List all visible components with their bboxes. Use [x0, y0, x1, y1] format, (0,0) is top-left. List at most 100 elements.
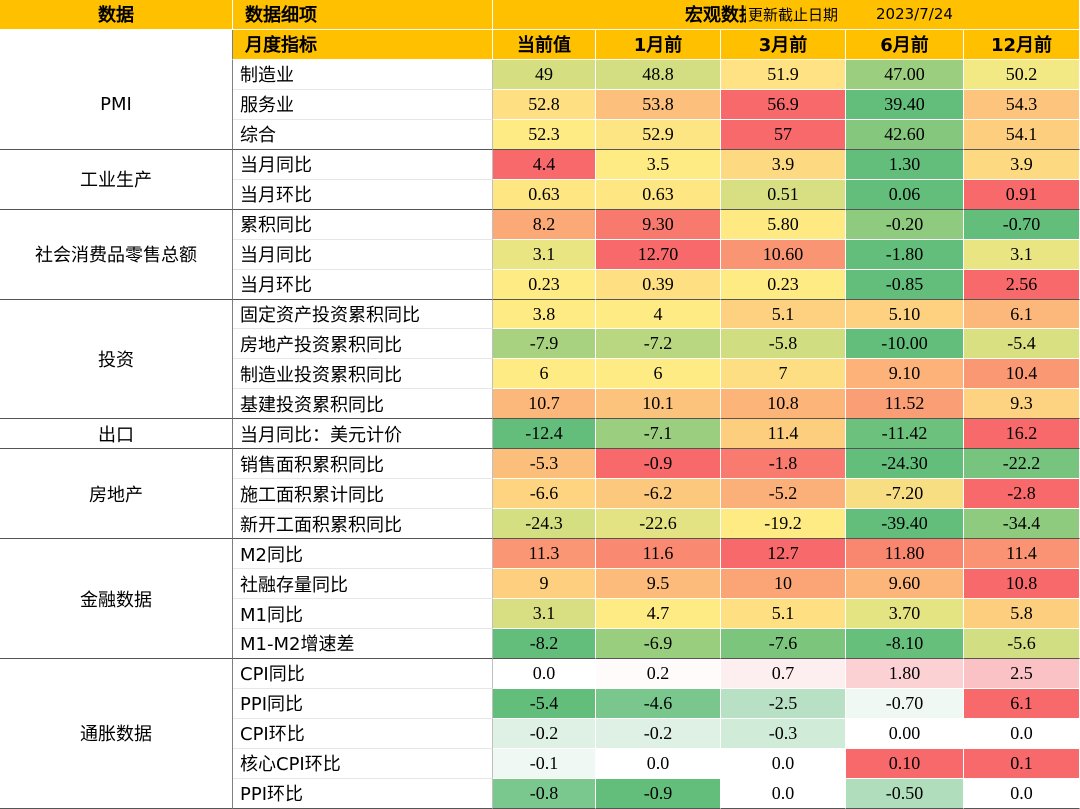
value-cell-3m[interactable]: -5.2 [721, 479, 846, 510]
category-label[interactable]: 社会消费品零售总额 [0, 209, 233, 300]
value-cell-1m[interactable]: -22.6 [596, 509, 721, 540]
item-label[interactable]: 房地产投资累积同比 [233, 329, 493, 360]
value-cell-6m[interactable]: -1.80 [846, 239, 964, 270]
value-cell-12m[interactable]: -34.4 [964, 509, 1080, 540]
value-cell-current[interactable]: -24.3 [493, 509, 596, 540]
value-cell-current[interactable]: 0.0 [493, 658, 596, 689]
item-label[interactable]: CPI环比 [233, 718, 493, 749]
value-cell-12m[interactable]: -22.2 [964, 449, 1080, 480]
value-cell-6m[interactable]: 1.80 [846, 658, 964, 689]
item-label[interactable]: 销售面积累积同比 [233, 449, 493, 480]
value-cell-current[interactable]: 3.1 [493, 239, 596, 270]
value-cell-3m[interactable]: 10 [721, 569, 846, 600]
value-cell-current[interactable]: 0.23 [493, 269, 596, 300]
category-label[interactable]: 出口 [0, 419, 233, 450]
value-cell-12m[interactable]: 0.0 [964, 778, 1080, 809]
value-cell-6m[interactable]: -0.70 [846, 688, 964, 719]
period-header-12m[interactable]: 12月前 [964, 29, 1080, 60]
category-label[interactable]: 通胀数据 [0, 658, 233, 809]
value-cell-6m[interactable]: -24.30 [846, 449, 964, 480]
value-cell-12m[interactable]: 16.2 [964, 419, 1080, 450]
value-cell-3m[interactable]: 51.9 [721, 59, 846, 90]
value-cell-1m[interactable]: -6.2 [596, 479, 721, 510]
item-label[interactable]: PPI同比 [233, 688, 493, 719]
value-cell-12m[interactable]: 6.1 [964, 688, 1080, 719]
category-label[interactable]: PMI [0, 59, 233, 150]
item-label[interactable]: M1同比 [233, 599, 493, 630]
value-cell-6m[interactable]: 9.10 [846, 359, 964, 390]
value-cell-6m[interactable]: -0.20 [846, 209, 964, 240]
value-cell-current[interactable]: -8.2 [493, 629, 596, 659]
header-item-cell[interactable]: 数据细项 [233, 0, 493, 30]
value-cell-3m[interactable]: -7.6 [721, 629, 846, 659]
value-cell-12m[interactable]: 0.0 [964, 718, 1080, 749]
value-cell-current[interactable]: 8.2 [493, 209, 596, 240]
value-cell-3m[interactable]: 57 [721, 119, 846, 150]
value-cell-12m[interactable]: 5.8 [964, 599, 1080, 630]
item-label[interactable]: 当月环比 [233, 179, 493, 210]
value-cell-3m[interactable]: -2.5 [721, 688, 846, 719]
value-cell-1m[interactable]: 4.7 [596, 599, 721, 630]
item-label[interactable]: 基建投资累积同比 [233, 389, 493, 420]
value-cell-3m[interactable]: -0.3 [721, 718, 846, 749]
item-label[interactable]: 制造业投资累积同比 [233, 359, 493, 390]
value-cell-12m[interactable]: -2.8 [964, 479, 1080, 510]
value-cell-current[interactable]: -0.1 [493, 748, 596, 779]
item-label[interactable]: M2同比 [233, 539, 493, 570]
value-cell-12m[interactable]: 0.91 [964, 179, 1080, 210]
item-label[interactable]: 当月同比：美元计价 [233, 419, 493, 450]
value-cell-1m[interactable]: 52.9 [596, 119, 721, 150]
value-cell-12m[interactable]: 6.1 [964, 299, 1080, 330]
item-label[interactable]: 社融存量同比 [233, 569, 493, 600]
value-cell-current[interactable]: 3.8 [493, 299, 596, 330]
value-cell-3m[interactable]: 7 [721, 359, 846, 390]
subheader-monthly-indicators[interactable]: 月度指标 [233, 29, 493, 60]
value-cell-6m[interactable]: 42.60 [846, 119, 964, 150]
value-cell-1m[interactable]: -0.9 [596, 449, 721, 480]
item-label[interactable]: 制造业 [233, 59, 493, 90]
category-label[interactable]: 投资 [0, 299, 233, 420]
value-cell-3m[interactable]: 0.23 [721, 269, 846, 300]
value-cell-6m[interactable]: 5.10 [846, 299, 964, 330]
value-cell-6m[interactable]: 9.60 [846, 569, 964, 600]
value-cell-current[interactable]: 52.3 [493, 119, 596, 150]
value-cell-6m[interactable]: 39.40 [846, 89, 964, 120]
value-cell-1m[interactable]: 11.6 [596, 539, 721, 570]
value-cell-1m[interactable]: 12.70 [596, 239, 721, 270]
value-cell-1m[interactable]: 9.5 [596, 569, 721, 600]
value-cell-12m[interactable]: 0.1 [964, 748, 1080, 779]
period-header-3m[interactable]: 3月前 [721, 29, 846, 60]
item-label[interactable]: 累积同比 [233, 209, 493, 240]
value-cell-current[interactable]: 49 [493, 59, 596, 90]
value-cell-current[interactable]: 10.7 [493, 389, 596, 420]
item-label[interactable]: 新开工面积累积同比 [233, 509, 493, 540]
value-cell-1m[interactable]: -7.2 [596, 329, 721, 360]
value-cell-1m[interactable]: 6 [596, 359, 721, 390]
item-label[interactable]: 固定资产投资累积同比 [233, 299, 493, 330]
value-cell-current[interactable]: 9 [493, 569, 596, 600]
category-label[interactable]: 金融数据 [0, 539, 233, 659]
value-cell-1m[interactable]: 3.5 [596, 149, 721, 180]
value-cell-12m[interactable]: -5.6 [964, 629, 1080, 659]
value-cell-1m[interactable]: 9.30 [596, 209, 721, 240]
value-cell-current[interactable]: -6.6 [493, 479, 596, 510]
item-label[interactable]: CPI同比 [233, 658, 493, 689]
value-cell-6m[interactable]: 1.30 [846, 149, 964, 180]
item-label[interactable]: M1-M2增速差 [233, 629, 493, 659]
value-cell-3m[interactable]: 10.60 [721, 239, 846, 270]
value-cell-current[interactable]: 0.63 [493, 179, 596, 210]
item-label[interactable]: 当月环比 [233, 269, 493, 300]
item-label[interactable]: PPI环比 [233, 778, 493, 809]
value-cell-6m[interactable]: 0.00 [846, 718, 964, 749]
value-cell-1m[interactable]: -7.1 [596, 419, 721, 450]
value-cell-current[interactable]: -5.4 [493, 688, 596, 719]
value-cell-6m[interactable]: -0.85 [846, 269, 964, 300]
value-cell-12m[interactable]: 54.3 [964, 89, 1080, 120]
value-cell-current[interactable]: -12.4 [493, 419, 596, 450]
value-cell-6m[interactable]: -8.10 [846, 629, 964, 659]
period-header-current[interactable]: 当前值 [493, 29, 596, 60]
value-cell-3m[interactable]: 0.0 [721, 748, 846, 779]
value-cell-12m[interactable]: 11.4 [964, 539, 1080, 570]
value-cell-3m[interactable]: 5.1 [721, 599, 846, 630]
value-cell-3m[interactable]: 5.1 [721, 299, 846, 330]
